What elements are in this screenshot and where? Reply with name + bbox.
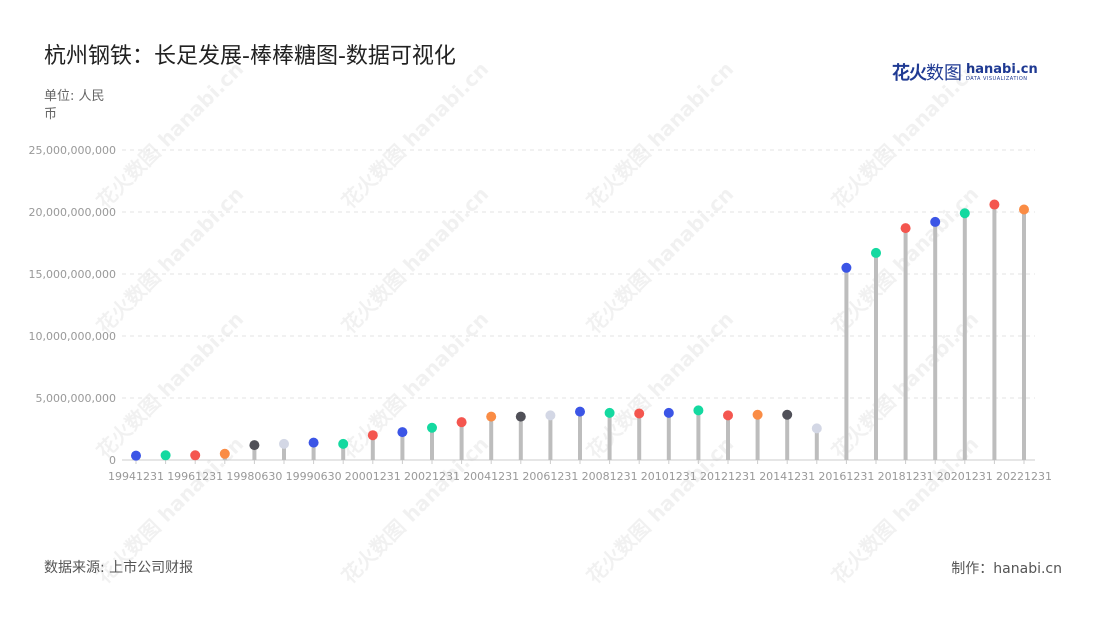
lollipop-dot xyxy=(131,450,141,461)
lollipop-dot xyxy=(308,437,319,448)
x-tick-label: 20121231 xyxy=(700,470,756,483)
x-axis-ticks: 19941231 19961231 19980630 19990630 20001231… xyxy=(108,470,1052,483)
lollipop-dot xyxy=(456,417,467,428)
x-axis xyxy=(122,459,1035,464)
y-tick-label: 15,000,000,000 xyxy=(29,268,116,281)
x-tick-label: 20041231 xyxy=(463,470,519,483)
x-tick-label: 20021231 xyxy=(404,470,460,483)
x-tick-label: 19961231 xyxy=(167,470,223,483)
hanabi-logo: 花火 数图 hanabi.cn DATA VISUALIZATION xyxy=(892,60,1038,85)
lollipop-dot xyxy=(811,423,822,434)
lollipop-dot xyxy=(338,438,349,449)
x-tick-label: 19941231 xyxy=(108,470,164,483)
x-tick-label: 20081231 xyxy=(582,470,638,483)
lollipop-dot xyxy=(219,448,230,459)
x-tick-label: 19980630 xyxy=(226,470,282,483)
maker-credit: 制作：hanabi.cn xyxy=(951,561,1062,577)
lollipop-dot xyxy=(989,199,1000,210)
logo-en: hanabi.cn xyxy=(966,61,1038,77)
x-tick-label: 20001231 xyxy=(345,470,401,483)
y-tick-label: 5,000,000,000 xyxy=(36,392,116,405)
lollipop-dot xyxy=(900,223,911,234)
grid-lines xyxy=(122,149,1035,399)
watermark-layer: 花火数图 hanabi.cn 花火数图 hanabi.cn 花火数图 hanabi.… xyxy=(92,57,983,588)
lollipop-dot xyxy=(279,438,289,449)
lollipop-dot xyxy=(663,407,674,418)
x-tick-label: 20101231 xyxy=(641,470,697,483)
unit-label: 单位: 人民币 xyxy=(44,89,105,122)
lollipop-dot xyxy=(367,430,378,441)
lollipop-dot xyxy=(190,450,201,461)
lollipop-dot xyxy=(545,410,556,421)
lollipop-dot xyxy=(693,405,704,416)
x-tick-label: 20221231 xyxy=(996,470,1052,483)
logo-cn: 数图 xyxy=(926,63,962,84)
x-tick-label: 20141231 xyxy=(759,470,815,483)
lollipop-dot xyxy=(249,440,260,451)
x-tick-label: 19990630 xyxy=(286,470,342,483)
lollipop-dot xyxy=(604,407,615,418)
lollipop-dot xyxy=(723,410,733,421)
y-tick-label: 25,000,000,000 xyxy=(29,144,116,157)
lollipop-dot xyxy=(752,409,763,420)
lollipop-dot xyxy=(871,247,881,258)
lollipop-dot xyxy=(515,411,526,422)
lollipop-dot xyxy=(930,216,941,227)
x-tick-label: 20061231 xyxy=(522,470,578,483)
lollipop-dot xyxy=(486,411,497,422)
logo-en-sub: DATA VISUALIZATION xyxy=(966,75,1028,82)
x-tick-label: 20201231 xyxy=(937,470,993,483)
lollipop-stems xyxy=(134,204,1026,460)
y-tick-label: 0 xyxy=(109,454,116,467)
data-source: 数据来源: 上市公司财报 xyxy=(44,560,194,576)
lollipop-dot xyxy=(1019,204,1029,215)
lollipop-dot xyxy=(575,406,585,417)
y-tick-label: 10,000,000,000 xyxy=(29,330,116,343)
lollipop-dot xyxy=(397,427,408,438)
x-tick-label: 20161231 xyxy=(818,470,874,483)
lollipop-dot xyxy=(634,408,645,419)
y-tick-label: 20,000,000,000 xyxy=(29,206,116,219)
lollipop-dot xyxy=(160,450,171,461)
lollipop-dot xyxy=(782,409,793,420)
chart-title: 杭州钢铁：长足发展-棒棒糖图-数据可视化 xyxy=(44,44,456,69)
y-axis-ticks: 0 5,000,000,000 10,000,000,000 15,000,000,0… xyxy=(29,144,116,467)
lollipop-dots xyxy=(131,199,1029,461)
logo-en-block: hanabi.cn DATA VISUALIZATION xyxy=(966,63,1038,82)
logo-cn-bold: 花火 xyxy=(892,63,927,84)
lollipop-dot xyxy=(427,422,437,433)
lollipop-dot xyxy=(959,208,970,219)
x-tick-label: 20181231 xyxy=(878,470,934,483)
lollipop-dot xyxy=(841,262,852,273)
